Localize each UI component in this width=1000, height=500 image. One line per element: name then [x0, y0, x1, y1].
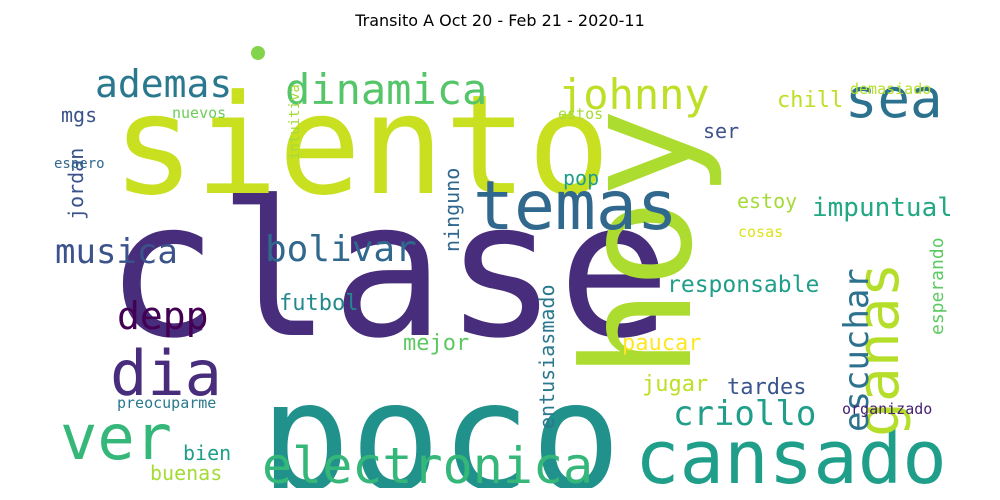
word-jordan: jordan [64, 148, 88, 220]
word-electronica: electronica [262, 437, 593, 488]
word-dia: dia [110, 337, 222, 410]
word-preocuparme: preocuparme [117, 394, 216, 412]
word-demasiado: demasiado [850, 80, 931, 98]
word-depp: depp [117, 294, 209, 338]
word-organizado: organizado [842, 400, 932, 418]
word-esperando: esperando [927, 237, 948, 335]
word-entusiasmado: entusiasmado [535, 285, 559, 430]
word-dot [251, 46, 265, 60]
word-espero: espero [54, 156, 105, 172]
word-criollo: criollo [673, 394, 816, 434]
word-chill: chill [777, 88, 843, 113]
word-cloud: clase poco siento hoy cansado temas ver electro… [50, 37, 950, 488]
word-futbol: futbol [279, 291, 358, 316]
word-escuchar: escuchar [837, 268, 877, 432]
word-mgs: mgs [61, 103, 97, 127]
word-tardes: tardes [727, 375, 806, 400]
word-musica: musica [55, 232, 178, 272]
word-temas: temas [473, 167, 678, 246]
word-hoy: hoy [552, 108, 726, 379]
word-poco: poco [260, 351, 621, 488]
word-paucar: paucar [622, 331, 701, 356]
word-ser: ser [703, 119, 739, 143]
word-jugar: jugar [642, 372, 708, 397]
word-estos: estos [558, 105, 603, 123]
word-nuevos: nuevos [172, 104, 226, 122]
word-clase: clase [105, 161, 671, 380]
word-mejor: mejor [403, 331, 469, 356]
word-estoy: estoy [737, 189, 797, 213]
word-cosas: cosas [738, 223, 783, 241]
word-bolivar: bolivar [265, 229, 417, 270]
word-cansado: cansado [635, 415, 947, 488]
word-dinamica: dinamica [285, 65, 487, 114]
word-johnny: johnny [558, 70, 710, 119]
word-intuitiva: intuitiva [287, 84, 303, 160]
word-impuntual: impuntual [812, 193, 950, 223]
word-buenas: buenas [150, 461, 222, 485]
word-responsable: responsable [667, 272, 819, 298]
word-siento: siento [112, 65, 611, 226]
chart-title: Transito A Oct 20 - Feb 21 - 2020-11 [355, 11, 645, 30]
word-ninguno: ninguno [440, 168, 464, 252]
word-pop: pop [563, 166, 599, 190]
word-bien: bien [183, 441, 231, 465]
word-ganas: ganas [844, 262, 912, 437]
word-sea: sea [845, 67, 943, 130]
word-ver: ver [60, 401, 172, 474]
word-ademas: ademas [95, 62, 232, 106]
